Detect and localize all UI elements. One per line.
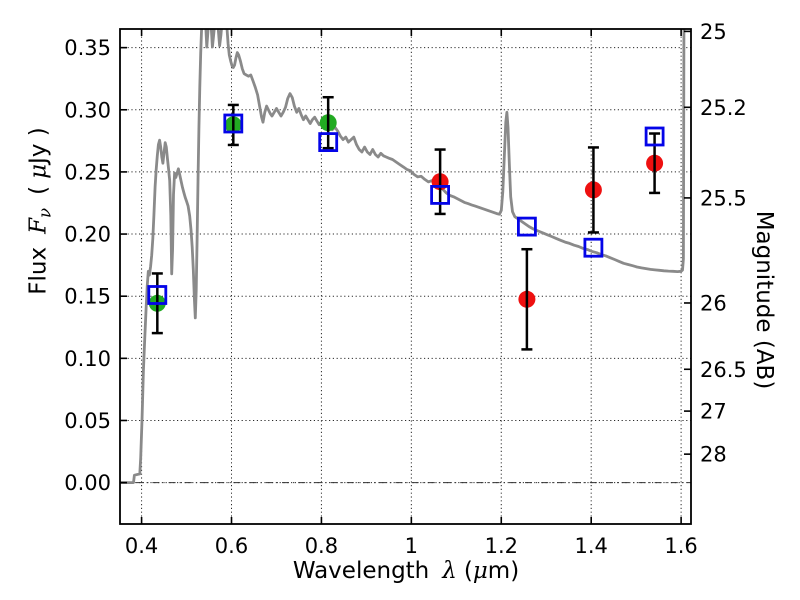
x-tick-label: 1.2 (485, 534, 518, 558)
observed-ground-points (148, 114, 337, 312)
model-point-square (430, 184, 451, 205)
tick-labels: 0.4 0.6 0.8 1 1.2 1.4 1.6 0.00 0.05 0.10 0.15 0.20 0… (64, 20, 747, 558)
magnitude-tick-label: 27 (700, 400, 727, 424)
y-tick-label: 0.05 (64, 409, 111, 433)
model-point-square (583, 237, 604, 258)
flux-F-symbol: F (25, 217, 52, 234)
nu-subscript: ν (35, 207, 55, 218)
y-tick-label: 0.30 (64, 98, 111, 122)
x-tick-label: 1.4 (574, 534, 607, 558)
model-photometry-points (147, 113, 665, 305)
x-tick-label: 0.4 (125, 534, 158, 558)
x-axis-unit-open: ( (463, 558, 473, 584)
x-tick-label: 0.6 (215, 534, 248, 558)
x-axis-unit-close: m) (487, 558, 520, 584)
axes-spines (119, 28, 692, 525)
model-point-square (318, 132, 339, 153)
mu-symbol-y: μ (25, 163, 52, 179)
magnitude-tick-label: 25 (700, 20, 727, 44)
magnitude-tick-label: 25.2 (700, 96, 747, 120)
y-tick-label: 0.25 (64, 160, 111, 184)
x-tick-label: 1 (405, 534, 418, 558)
y-tick-label: 0.35 (64, 36, 111, 60)
model-point-square (517, 216, 537, 237)
x-axis-label: Wavelength λ (μm) (293, 558, 519, 584)
mu-symbol: μ (472, 558, 488, 584)
axis-ticks (120, 29, 691, 524)
model-point-square (147, 285, 168, 305)
magnitude-tick-label: 26 (700, 292, 727, 316)
y-tick-label: 0.00 (64, 471, 111, 495)
y-axis-unit-open: ( (25, 185, 52, 195)
y-tick-label: 0.15 (64, 285, 111, 309)
magnitude-tick-label: 25.5 (700, 186, 747, 210)
error-bars (151, 95, 661, 351)
y-axis-label-text: Flux (25, 246, 52, 295)
plot-frame (119, 28, 692, 525)
x-tick-label: 1.6 (664, 534, 697, 558)
magnitude-tick-label: 28 (700, 443, 727, 467)
y-tick-label: 0.20 (64, 223, 111, 247)
y-tick-label: 0.10 (64, 347, 111, 371)
magnitude-axis-label: Magnitude (AB) (751, 210, 777, 390)
model-spectrum-line (120, 29, 686, 484)
magnitude-tick-label: 26.5 (700, 358, 747, 382)
x-tick-label: 0.8 (305, 534, 338, 558)
x-axis-label-text: Wavelength (292, 558, 430, 584)
model-point-square (223, 113, 244, 134)
model-point-square (644, 126, 665, 147)
grid-lines (120, 29, 691, 524)
observed-hst-points (431, 154, 664, 308)
y-axis-label: Flux Fν ( μJy ) (26, 127, 55, 294)
y-axis-unit: Jy ) (25, 127, 52, 164)
lambda-symbol: λ (442, 558, 457, 584)
